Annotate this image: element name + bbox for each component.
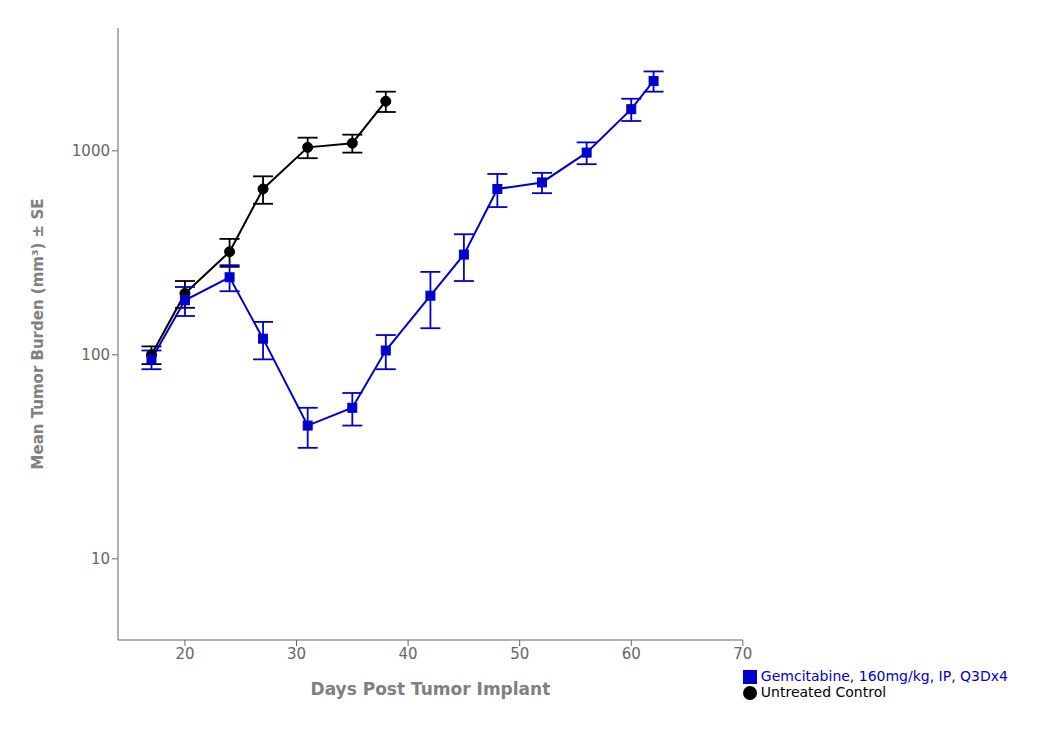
- svg-text:Mean Tumor Burden (mm³) ± SE: Mean Tumor Burden (mm³) ± SE: [29, 199, 47, 470]
- svg-text:100: 100: [81, 346, 110, 364]
- svg-text:60: 60: [622, 645, 641, 663]
- svg-text:40: 40: [399, 645, 418, 663]
- svg-text:70: 70: [733, 645, 752, 663]
- html-text:Untreated Control: Untreated Control: [760, 684, 887, 700]
- html-text:Gemcitabine, 160mg/kg, IP, Q3D: Gemcitabine, 160mg/kg, IP, Q3Dx4: [760, 668, 1008, 684]
- svg-text:30: 30: [287, 645, 306, 663]
- svg-text:50: 50: [510, 645, 529, 663]
- svg-text:20: 20: [175, 645, 194, 663]
- svg-text:Days Post Tumor Implant: Days Post Tumor Implant: [311, 679, 551, 699]
- svg-text:1000: 1000: [72, 142, 110, 160]
- svg-text:10: 10: [91, 550, 110, 568]
